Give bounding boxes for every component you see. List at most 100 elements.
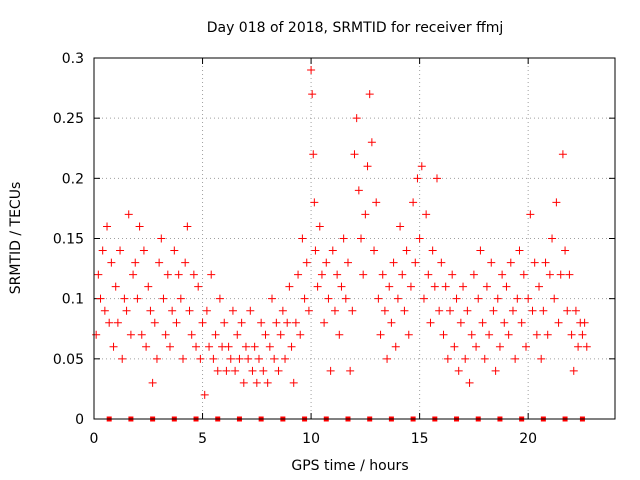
data-point (517, 318, 526, 327)
data-point (205, 342, 214, 351)
data-point (524, 294, 533, 303)
data-point (387, 318, 396, 327)
data-point (328, 246, 337, 255)
data-point (426, 318, 435, 327)
data-point (354, 186, 363, 195)
data-point (185, 306, 194, 315)
data-point (146, 306, 155, 315)
data-point (120, 294, 129, 303)
data-point (383, 354, 392, 363)
data-point (196, 354, 205, 363)
data-point (441, 282, 450, 291)
x-tick-label: 10 (302, 431, 320, 447)
data-point (307, 66, 316, 75)
data-point (435, 306, 444, 315)
y-tick-label: 0.1 (62, 292, 84, 308)
data-point (179, 354, 188, 363)
data-point (413, 174, 422, 183)
data-point (148, 378, 157, 387)
data-point (150, 318, 159, 327)
data-point (396, 222, 405, 231)
data-point (324, 294, 333, 303)
data-point (389, 258, 398, 267)
data-point (270, 354, 279, 363)
data-point (580, 318, 589, 327)
data-point (172, 318, 181, 327)
data-point (96, 294, 105, 303)
data-point (304, 306, 313, 315)
data-point (450, 342, 459, 351)
data-point (254, 354, 263, 363)
data-point (215, 294, 224, 303)
data-point (207, 270, 216, 279)
data-point (550, 294, 559, 303)
data-point (495, 342, 504, 351)
data-point (135, 222, 144, 231)
data-point (419, 294, 428, 303)
data-point (192, 342, 201, 351)
data-point (235, 354, 244, 363)
data-point (92, 330, 101, 339)
y-tick-label: 0.25 (53, 111, 84, 127)
data-point (567, 330, 576, 339)
data-point (118, 354, 127, 363)
data-point (239, 378, 248, 387)
data-point (94, 270, 103, 279)
data-point (528, 306, 537, 315)
data-point (189, 270, 198, 279)
data-point (252, 378, 261, 387)
data-point (226, 354, 235, 363)
x-tick-label: 5 (198, 431, 207, 447)
data-point (430, 282, 439, 291)
data-point (244, 354, 253, 363)
data-point (294, 270, 303, 279)
data-point (257, 318, 266, 327)
data-point (168, 306, 177, 315)
data-point (454, 366, 463, 375)
data-point (532, 330, 541, 339)
data-point (563, 306, 572, 315)
data-point (519, 270, 528, 279)
data-point (465, 378, 474, 387)
data-point (274, 366, 283, 375)
data-point (537, 354, 546, 363)
data-point (263, 378, 272, 387)
data-point (474, 294, 483, 303)
data-point (508, 306, 517, 315)
data-point (404, 330, 413, 339)
data-point (556, 270, 565, 279)
data-point (443, 354, 452, 363)
data-point (552, 198, 561, 207)
data-point (385, 282, 394, 291)
data-point (337, 282, 346, 291)
data-point (111, 282, 120, 291)
data-point (261, 330, 270, 339)
data-point (259, 366, 268, 375)
y-tick-label: 0 (75, 412, 84, 428)
data-point (287, 342, 296, 351)
data-point (181, 258, 190, 267)
data-point (202, 306, 211, 315)
data-point (131, 258, 140, 267)
data-point (276, 330, 285, 339)
data-point (558, 150, 567, 159)
data-point (300, 294, 309, 303)
data-point (311, 246, 320, 255)
data-point (370, 246, 379, 255)
data-point (411, 258, 420, 267)
data-point (406, 282, 415, 291)
y-axis-label: SRMTID / TECUs (8, 182, 24, 295)
x-tick-label: 0 (90, 431, 99, 447)
data-point (448, 270, 457, 279)
data-point (400, 306, 409, 315)
data-point (376, 330, 385, 339)
data-point (391, 342, 400, 351)
data-point (315, 222, 324, 231)
data-point (467, 330, 476, 339)
data-point (326, 366, 335, 375)
y-tick-label: 0.15 (53, 232, 84, 248)
data-point (296, 330, 305, 339)
data-point (341, 294, 350, 303)
x-tick-label: 20 (519, 431, 537, 447)
